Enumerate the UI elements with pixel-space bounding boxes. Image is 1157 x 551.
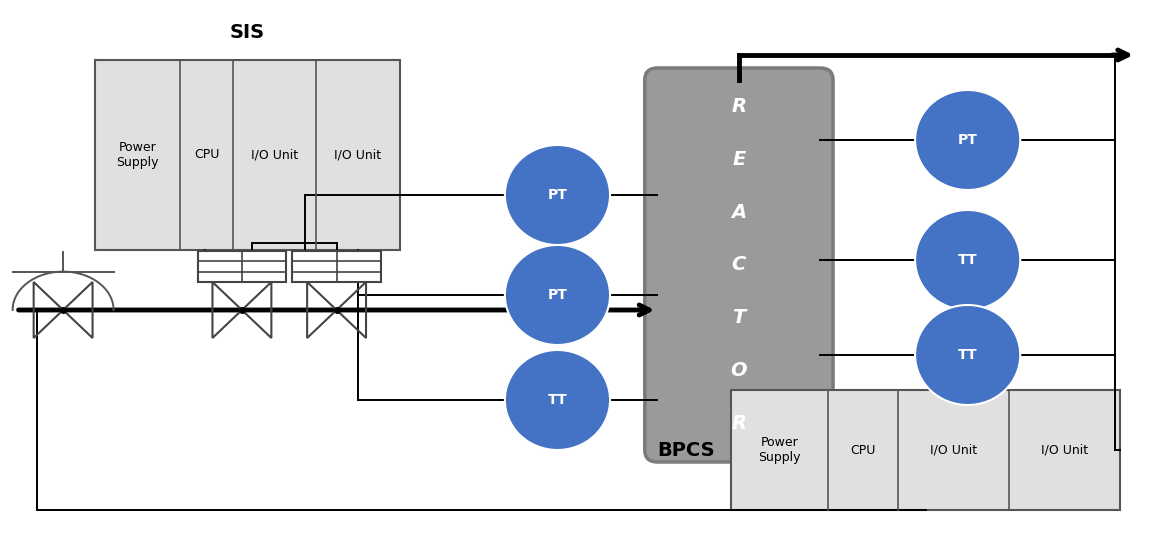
Text: I/O Unit: I/O Unit — [334, 149, 382, 161]
Circle shape — [504, 350, 610, 450]
Circle shape — [504, 145, 610, 245]
Text: Power
Supply: Power Supply — [758, 436, 801, 464]
Circle shape — [915, 305, 1020, 405]
Bar — [198, 251, 286, 282]
Bar — [293, 251, 381, 282]
Text: CPU: CPU — [194, 149, 220, 161]
Bar — [95, 60, 399, 250]
Circle shape — [915, 90, 1020, 190]
Text: R: R — [731, 414, 746, 433]
Text: R: R — [731, 97, 746, 116]
Text: CPU: CPU — [850, 444, 876, 456]
Text: I/O Unit: I/O Unit — [251, 149, 299, 161]
Text: I/O Unit: I/O Unit — [930, 444, 978, 456]
Circle shape — [504, 245, 610, 345]
Text: TT: TT — [958, 253, 978, 267]
Text: C: C — [731, 256, 746, 274]
Text: E: E — [732, 150, 745, 169]
Text: BPCS: BPCS — [657, 440, 715, 460]
Text: SIS: SIS — [229, 23, 265, 42]
Bar — [731, 390, 1120, 510]
Text: Power
Supply: Power Supply — [116, 141, 159, 169]
Text: PT: PT — [547, 288, 567, 302]
Text: T: T — [732, 309, 745, 327]
Text: PT: PT — [958, 133, 978, 147]
Circle shape — [915, 210, 1020, 310]
Text: TT: TT — [958, 348, 978, 362]
Text: I/O Unit: I/O Unit — [1041, 444, 1089, 456]
Text: PT: PT — [547, 188, 567, 202]
Text: O: O — [730, 361, 747, 380]
FancyBboxPatch shape — [644, 68, 833, 462]
Text: A: A — [731, 203, 746, 222]
Text: TT: TT — [547, 393, 567, 407]
